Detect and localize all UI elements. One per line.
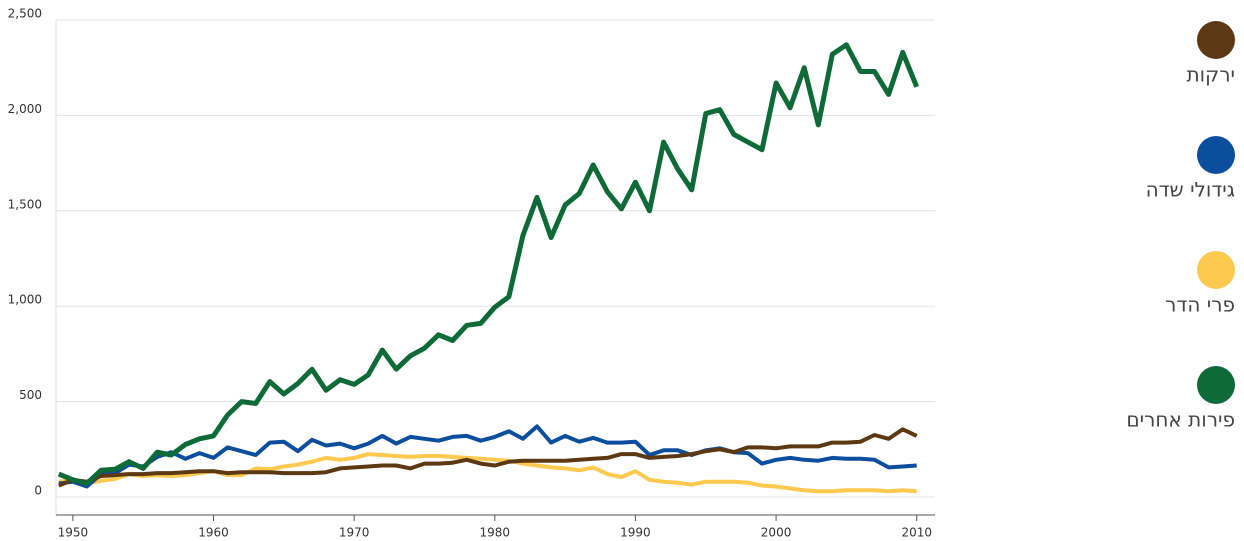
x-tick-label: 2000 xyxy=(761,526,792,540)
y-tick-label: 500 xyxy=(19,388,42,402)
series-line xyxy=(58,424,917,489)
legend-label: גידולי שדה xyxy=(1146,178,1235,202)
x-tick-label: 1980 xyxy=(480,526,511,540)
y-tick-label: 2,500 xyxy=(8,7,42,21)
x-tick-label: 1970 xyxy=(339,526,370,540)
legend-label: פרי הדר xyxy=(1165,293,1235,317)
y-tick-label: 1,500 xyxy=(8,197,42,211)
series-line xyxy=(57,42,920,487)
y-tick-label: 1,000 xyxy=(8,293,42,307)
legend-swatch xyxy=(1197,21,1235,59)
y-tick-label: 2,000 xyxy=(8,102,42,116)
legend-label: ירקות xyxy=(1186,63,1235,87)
x-tick-label: 2010 xyxy=(901,526,932,540)
legend-swatch xyxy=(1197,251,1235,289)
x-tick-label: 1950 xyxy=(58,526,89,540)
legend-label: פירות אחרים xyxy=(1126,408,1235,432)
x-tick-label: 1990 xyxy=(620,526,651,540)
legend-swatch xyxy=(1197,136,1235,174)
legend-swatch xyxy=(1197,366,1235,404)
x-tick-label: 1960 xyxy=(198,526,229,540)
series-line xyxy=(58,427,918,488)
y-tick-label: 0 xyxy=(34,484,42,498)
